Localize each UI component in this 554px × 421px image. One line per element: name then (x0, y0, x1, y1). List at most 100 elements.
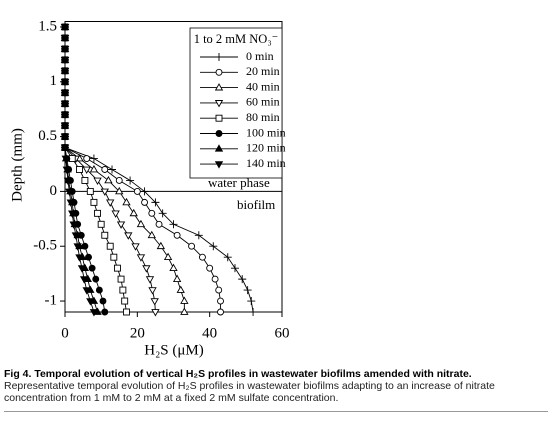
data-point (169, 263, 178, 272)
data-point (126, 176, 135, 185)
legend-marker (215, 68, 223, 76)
data-point (65, 188, 74, 196)
data-point (60, 35, 70, 43)
legend-marker (215, 130, 223, 137)
data-point (133, 187, 141, 195)
x-tick-label: 20 (130, 325, 145, 341)
data-point (90, 198, 98, 206)
data-point (61, 155, 70, 164)
data-point (60, 133, 70, 142)
data-point (60, 46, 70, 54)
data-point (158, 209, 167, 218)
data-point (97, 220, 105, 228)
legend-label: 60 min (246, 95, 280, 109)
data-point (211, 275, 219, 283)
data-point (94, 209, 102, 217)
data-point (142, 265, 151, 273)
legend-label: 140 min (246, 156, 286, 170)
data-point (101, 231, 109, 239)
data-point (172, 274, 182, 282)
data-point (230, 264, 239, 273)
chart: Depth (mm) H₂S (μM) 0 20 40 60 1.5 1 0.5 0 -0.5 -… (9, 18, 290, 358)
data-point (83, 155, 91, 162)
data-point (95, 286, 103, 294)
data-point (151, 309, 160, 317)
y-tick-label: 0.5 (38, 128, 57, 144)
data-point (86, 298, 95, 306)
data-point (62, 166, 71, 175)
data-point (60, 57, 70, 65)
y-tick-label: -0.5 (33, 238, 57, 254)
data-point (209, 242, 218, 251)
data-point (60, 122, 70, 131)
data-point (173, 231, 181, 239)
data-point (145, 276, 155, 284)
data-point (93, 177, 102, 185)
data-point (217, 308, 224, 316)
data-point (60, 144, 70, 153)
data-point (123, 308, 130, 316)
data-point (148, 209, 156, 217)
data-point (140, 187, 149, 196)
data-point (122, 197, 131, 206)
data-point (217, 297, 224, 305)
data-point (115, 177, 123, 184)
data-point (60, 78, 70, 87)
data-point (194, 231, 203, 240)
data-point (188, 242, 196, 250)
data-point (180, 307, 189, 315)
data-point (75, 254, 84, 262)
data-point (148, 287, 157, 295)
legend-marker (215, 53, 223, 61)
data-point (156, 241, 166, 250)
data-point (76, 166, 83, 173)
data-point (104, 175, 113, 184)
data-point (169, 220, 178, 229)
data-point (150, 298, 159, 306)
legend-marker (214, 100, 224, 108)
data-point (115, 186, 124, 195)
data-point (60, 24, 70, 32)
y-axis-label: Depth (mm) (9, 128, 25, 202)
data-point (151, 198, 160, 207)
data-point (89, 309, 99, 317)
caption-text: Representative temporal evolution of H₂S… (4, 380, 495, 404)
legend-label: 80 min (246, 110, 280, 124)
data-point (73, 243, 82, 251)
data-point (92, 275, 100, 283)
data-point (198, 253, 206, 261)
data-point (101, 166, 109, 173)
legend-marker (214, 144, 224, 152)
annotation: biofilm (237, 197, 275, 212)
caption: Fig 4. Temporal evolution of vertical H₂… (4, 368, 544, 404)
y-tick-label: 1 (50, 73, 58, 89)
data-point (155, 220, 163, 228)
legend-label: 40 min (246, 79, 280, 93)
data-point (77, 265, 87, 273)
data-point (121, 297, 129, 305)
x-tick-label: 60 (275, 325, 290, 341)
data-point (89, 164, 99, 173)
data-point (111, 210, 120, 218)
y-tick-label: 1.5 (38, 18, 57, 34)
data-point (249, 308, 258, 316)
data-point (69, 221, 78, 229)
y-tick-label: -1 (45, 292, 58, 308)
data-point (117, 275, 125, 283)
legend-title: 1 to 2 mM NO₃⁻ (194, 32, 279, 46)
data-point (101, 308, 109, 316)
annotation: water phase (208, 175, 270, 190)
legend-label: 0 min (246, 49, 274, 63)
data-point (124, 232, 133, 240)
data-point (136, 254, 146, 262)
data-point (81, 177, 89, 184)
data-point (129, 208, 138, 217)
data-point (106, 242, 114, 250)
data-point (108, 165, 117, 174)
y-tick-label: 0 (50, 183, 58, 199)
data-point (82, 166, 91, 175)
data-point (99, 297, 107, 305)
x-tick-label: 40 (202, 325, 217, 341)
caption-title: Fig 4. Temporal evolution of vertical H₂… (4, 368, 472, 380)
